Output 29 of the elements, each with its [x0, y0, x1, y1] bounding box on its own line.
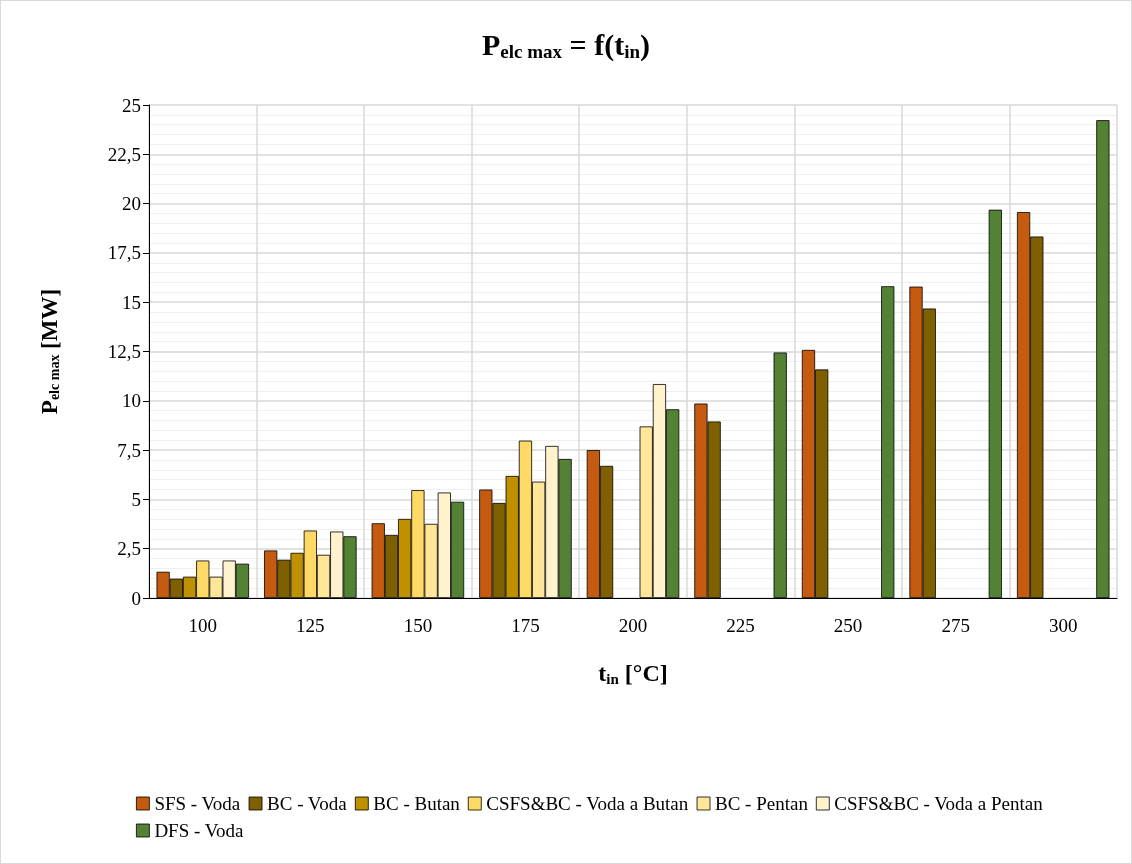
x-axis-title: tin [°C]: [598, 660, 668, 687]
x-tick-label: 175: [511, 615, 540, 636]
x-tick-label: 225: [726, 615, 755, 636]
x-tick-label: 125: [296, 615, 325, 636]
x-tick-label: 275: [941, 615, 970, 636]
legend-label: SFS - Voda: [154, 793, 241, 814]
legend-label: DFS - Voda: [154, 820, 245, 841]
y-tick-label: 10: [122, 390, 141, 412]
legend-label: CSFS&BC - Voda a Pentan: [834, 793, 1044, 814]
y-tick-label: 22,5: [107, 143, 141, 165]
legend-label: BC - Pentan: [715, 793, 809, 814]
y-tick-label: 17,5: [107, 242, 141, 264]
legend-label: CSFS&BC - Voda a Butan: [486, 793, 689, 814]
y-tick-label: 2,5: [117, 538, 141, 560]
y-tick-label: 15: [122, 291, 141, 313]
y-tick-label: 25: [122, 94, 141, 116]
y-axis-title: Pelc max [MW]: [36, 288, 62, 415]
x-tick-label: 150: [403, 615, 433, 636]
x-tick-label: 300: [1048, 615, 1078, 636]
y-tick-label: 12,5: [107, 341, 141, 362]
y-tick-label: 5: [131, 488, 141, 510]
y-tick-label: 0: [131, 587, 141, 609]
y-tick-label: 7,5: [117, 439, 141, 461]
legend-label: BC - Butan: [373, 793, 461, 814]
y-tick-label: 20: [122, 193, 141, 215]
legend-label: BC - Voda: [267, 793, 348, 814]
x-tick-label: 250: [833, 615, 863, 636]
x-tick-label: 100: [188, 615, 218, 636]
x-tick-label: 200: [618, 615, 648, 636]
